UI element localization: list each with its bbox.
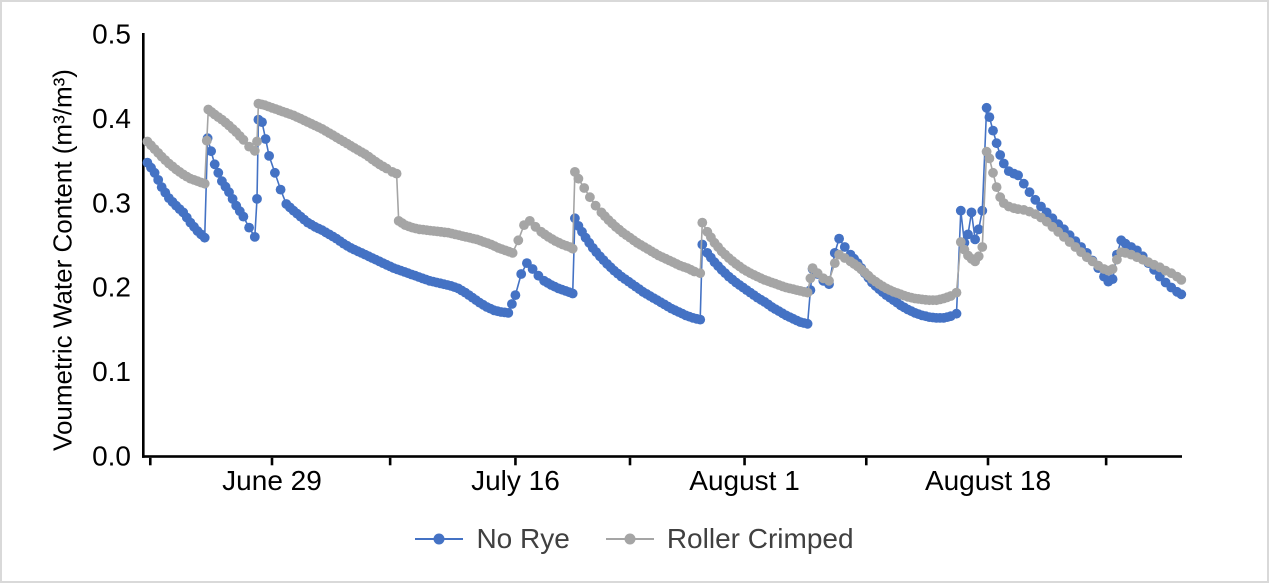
legend-item-roller-crimped: Roller Crimped bbox=[605, 523, 854, 554]
x-tick-label: July 16 bbox=[471, 465, 560, 496]
x-tick-mark bbox=[628, 457, 632, 466]
x-tick-mark bbox=[148, 457, 152, 466]
legend-item-no-rye: No Rye bbox=[415, 523, 570, 554]
y-tick-label: 0.3 bbox=[92, 187, 131, 218]
x-tick-mark bbox=[514, 457, 517, 466]
y-tick-label: 0.4 bbox=[92, 103, 131, 134]
y-tick-label: 0.1 bbox=[92, 356, 131, 387]
x-tick-label: August 18 bbox=[925, 465, 1051, 496]
legend: No Rye Roller Crimped bbox=[2, 519, 1267, 559]
y-tick-label: 0.0 bbox=[92, 441, 131, 472]
roller-crimped-line-marker-icon bbox=[605, 533, 654, 545]
no-rye-dot-icon bbox=[433, 533, 445, 545]
x-tick-mark bbox=[1104, 457, 1108, 466]
x-tick-mark bbox=[270, 457, 274, 466]
roller-crimped-dot-icon bbox=[624, 533, 636, 545]
x-tick-mark bbox=[986, 457, 990, 466]
x-tick-label: June 29 bbox=[222, 465, 322, 496]
no-rye-line-marker-icon bbox=[415, 533, 464, 545]
legend-label-no-rye: No Rye bbox=[476, 523, 570, 554]
x-tick-mark bbox=[743, 457, 746, 466]
series-roller-crimped bbox=[142, 98, 1187, 306]
legend-label-roller-crimped: Roller Crimped bbox=[666, 523, 854, 554]
x-tick-mark bbox=[388, 457, 392, 466]
y-tick-label: 0.2 bbox=[92, 272, 131, 303]
axes: 0.0 0.1 0.2 0.3 0.4 0.5 June 29 July 16 August 1… bbox=[92, 19, 1182, 496]
x-tick-label: August 1 bbox=[689, 465, 800, 496]
x-tick-mark bbox=[864, 457, 868, 466]
y-tick-label: 0.5 bbox=[92, 19, 131, 50]
